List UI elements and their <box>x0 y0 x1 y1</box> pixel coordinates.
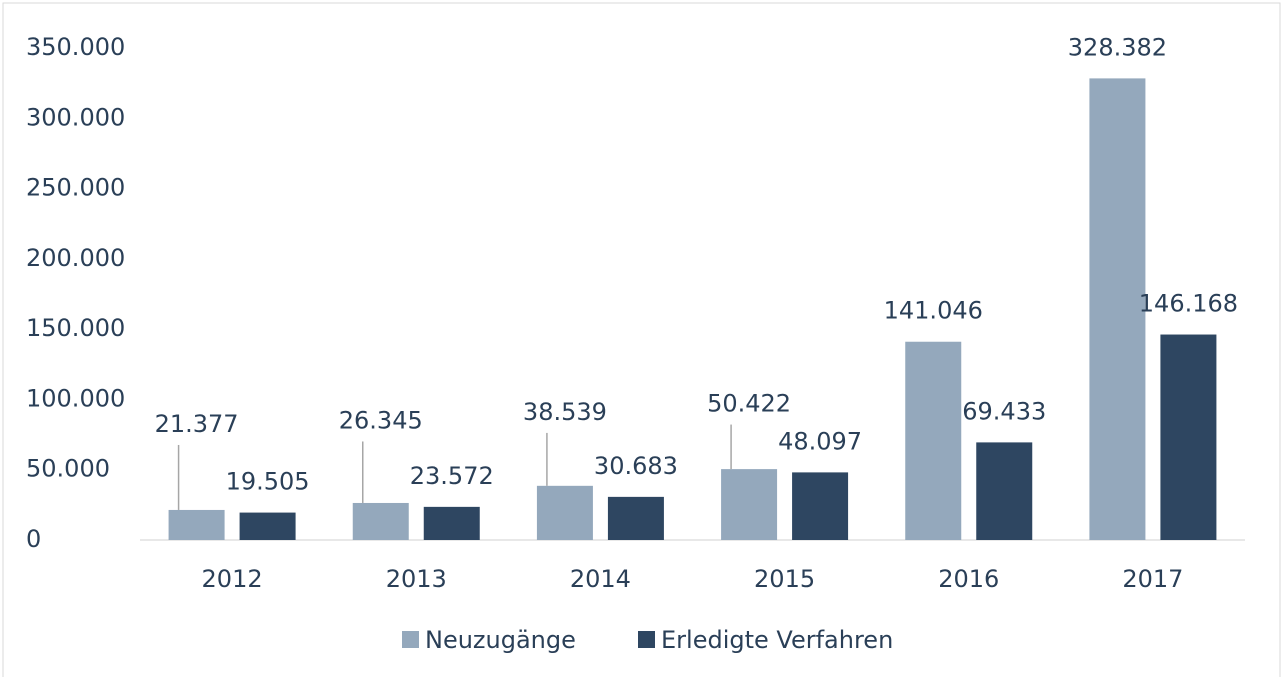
data-label: 69.433 <box>962 397 1046 425</box>
data-label: 328.382 <box>1068 33 1167 61</box>
data-label: 23.572 <box>410 462 494 490</box>
bar <box>1089 78 1146 540</box>
y-tick-label: 150.000 <box>26 314 125 342</box>
bar <box>168 509 225 540</box>
data-label: 146.168 <box>1139 290 1238 318</box>
legend-swatch <box>402 631 419 648</box>
x-tick-label: 2012 <box>202 565 263 593</box>
x-tick-label: 2017 <box>1122 565 1183 593</box>
data-label: 141.046 <box>884 297 983 325</box>
y-tick-label: 300.000 <box>26 103 125 131</box>
x-tick-label: 2015 <box>754 565 815 593</box>
y-tick-label: 100.000 <box>26 384 125 412</box>
data-label: 50.422 <box>707 390 791 418</box>
data-label: 30.683 <box>594 452 678 480</box>
bar <box>792 472 849 540</box>
data-label: 48.097 <box>778 427 862 455</box>
legend-label: Erledigte Verfahren <box>661 626 893 654</box>
bar <box>607 496 664 540</box>
y-tick-label: 350.000 <box>26 33 125 61</box>
x-tick-label: 2016 <box>938 565 999 593</box>
bar <box>239 512 296 540</box>
bar <box>536 485 593 540</box>
x-tick-label: 2013 <box>386 565 447 593</box>
data-label: 19.505 <box>226 468 310 496</box>
legend-label: Neuzugänge <box>425 626 576 654</box>
bar <box>976 442 1033 540</box>
data-label: 26.345 <box>339 406 423 434</box>
bar <box>1160 334 1217 540</box>
bar <box>352 502 409 540</box>
data-label: 21.377 <box>155 410 239 438</box>
legend-swatch <box>638 631 655 648</box>
y-tick-label: 250.000 <box>26 174 125 202</box>
x-tick-label: 2014 <box>570 565 631 593</box>
data-label: 38.539 <box>523 398 607 426</box>
y-tick-label: 200.000 <box>26 244 125 272</box>
y-tick-label: 0 <box>26 525 41 553</box>
bar <box>423 506 480 540</box>
bar <box>905 341 962 540</box>
y-tick-label: 50.000 <box>26 455 110 483</box>
bar <box>721 469 778 540</box>
